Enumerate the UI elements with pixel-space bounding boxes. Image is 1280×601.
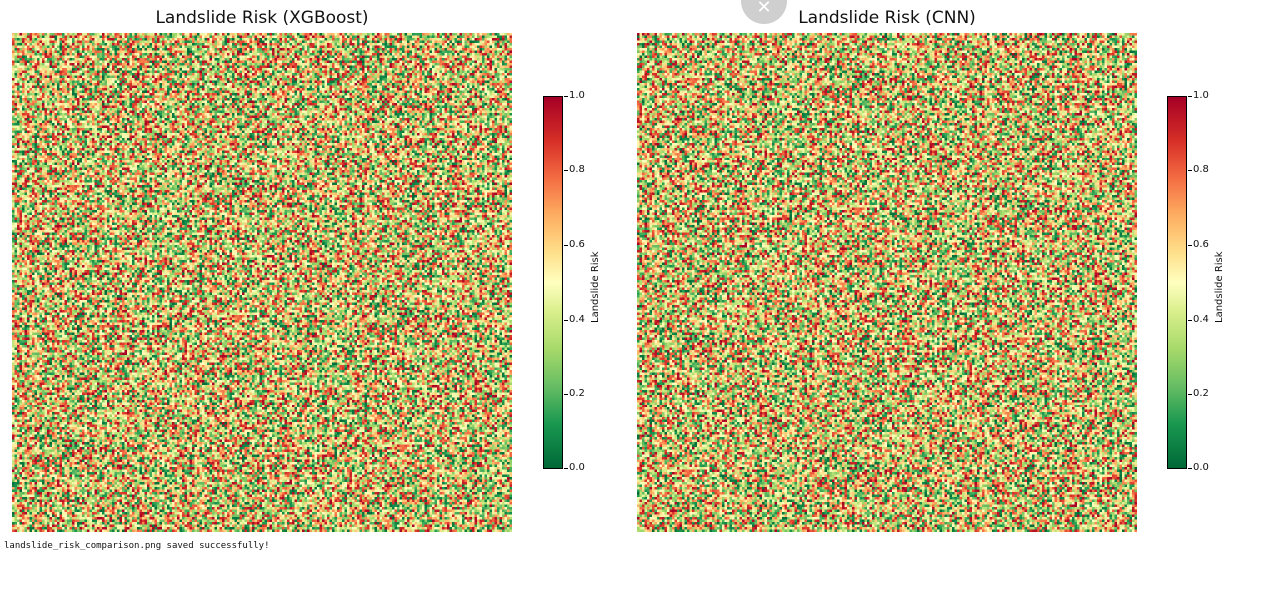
colorbar-label: Landslide Risk <box>1214 251 1225 323</box>
colorbar-tick: 0.6 <box>564 239 585 250</box>
colorbar-tick: 0.8 <box>564 164 585 175</box>
colorbar-gradient <box>1167 96 1187 469</box>
chart-title-cnn: Landslide Risk (CNN) <box>798 8 976 28</box>
close-icon: ✕ <box>756 0 772 18</box>
colorbar-tick: 0.0 <box>1188 462 1209 473</box>
colorbar-tick: 0.4 <box>1188 314 1209 325</box>
colorbar-tick: 0.2 <box>1188 388 1209 399</box>
colorbar-tick: 1.0 <box>1188 90 1209 101</box>
chart-title-xgboost: Landslide Risk (XGBoost) <box>155 8 369 28</box>
colorbar-tick: 0.6 <box>1188 239 1209 250</box>
heatmap-xgboost <box>12 33 512 532</box>
colorbar-gradient <box>543 96 563 469</box>
output-log: landslide_risk_comparison.png saved succ… <box>4 541 270 551</box>
colorbar-tick: 0.4 <box>564 314 585 325</box>
colorbar-label: Landslide Risk <box>590 251 601 323</box>
colorbar-tick: 0.2 <box>564 388 585 399</box>
colorbar-tick: 1.0 <box>564 90 585 101</box>
colorbar-tick: 0.0 <box>564 462 585 473</box>
heatmap-cnn <box>637 33 1137 532</box>
colorbar-tick: 0.8 <box>1188 164 1209 175</box>
